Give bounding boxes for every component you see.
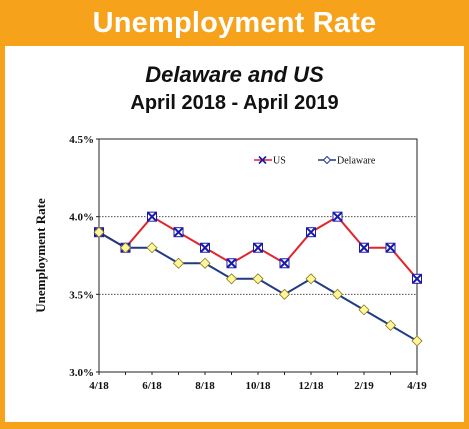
y-tick-label: 3.0% (69, 367, 94, 379)
x-tick-label: 4/18 (89, 380, 109, 392)
delaware-point (199, 257, 211, 269)
us-point-x (412, 274, 422, 284)
y-tick-label: 4.0% (69, 212, 94, 224)
y-axis-label: Unemployment Rate (33, 198, 48, 313)
delaware-point (278, 288, 291, 300)
legend-marker-us (258, 155, 267, 165)
chart-title: Delaware and US (145, 62, 324, 87)
legend-label-delaware: Delaware (337, 156, 376, 167)
us-point-x (279, 258, 290, 268)
us-point-x (226, 258, 237, 268)
us-point-x (253, 243, 263, 253)
x-tick-label: 12/18 (298, 380, 324, 392)
y-tick-label: 4.5% (69, 134, 94, 146)
us-point-x (200, 243, 210, 253)
legend-label-us: US (273, 156, 286, 167)
chart-subtitle: April 2018 - April 2019 (130, 92, 339, 114)
us-point-x (147, 211, 157, 222)
legend-marker-delaware (322, 155, 332, 165)
us-point-x (359, 243, 369, 253)
y-tick-label: 3.5% (69, 289, 94, 301)
us-point-x (332, 211, 343, 222)
delaware-point (331, 288, 344, 300)
x-tick-label: 10/18 (245, 380, 271, 392)
x-tick-label: 2/19 (354, 380, 374, 392)
x-tick-label: 6/18 (142, 380, 162, 392)
delaware-point (384, 319, 397, 331)
plot-area (98, 138, 418, 373)
delaware-point (411, 335, 423, 347)
x-tick-label: 8/18 (195, 380, 215, 392)
delaware-point (305, 273, 317, 285)
x-tick-label: 4/19 (407, 380, 427, 392)
delaware-point (358, 304, 370, 316)
delaware-point (172, 257, 185, 269)
delaware-point (146, 242, 158, 254)
us-point-x (306, 227, 316, 237)
us-point-x (173, 227, 184, 237)
delaware-point (119, 242, 132, 254)
banner-title: Unemployment Rate (92, 6, 377, 39)
delaware-point (252, 273, 264, 285)
delaware-point (93, 226, 105, 238)
delaware-point (225, 273, 238, 285)
us-point-x (385, 243, 396, 253)
chart-panel: Delaware and US April 2018 - April 2019 (5, 46, 464, 422)
